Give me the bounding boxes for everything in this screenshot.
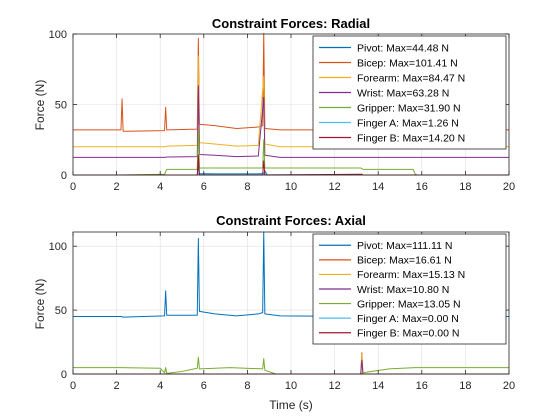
y-tick-label: 50 [55,100,67,112]
x-tick-label: 18 [459,380,471,392]
x-tick-label: 0 [70,181,76,193]
axial-y-axis-label: Force (N) [33,279,47,330]
x-tick-label: 20 [503,181,515,193]
radial-axes: Constraint Forces: Radial 0 2 4 6 8 10 12 14 16 1… [33,16,515,193]
x-tick-label: 2 [114,181,120,193]
series-line-gripper [73,356,509,375]
legend-entry: Pivot: Max=111.11 N [357,240,452,252]
legend-entry: Gripper: Max=31.90 N [357,102,461,114]
radial-ticks: 0 2 4 6 8 10 12 14 16 18 20 0 50 100 [49,29,515,193]
x-tick-label: 20 [503,380,515,392]
x-tick-label: 12 [328,380,340,392]
legend-entry: Bicep: Max=101.41 N [357,57,458,69]
legend-entry: Gripper: Max=13.05 N [357,298,461,310]
axial-x-axis-label: Time (s) [269,398,313,412]
x-tick-label: 18 [459,181,471,193]
y-tick-label: 100 [49,241,67,253]
legend-entry: Finger A: Max=0.00 N [357,313,459,325]
axial-chart-title: Constraint Forces: Axial [216,213,366,228]
x-tick-label: 4 [157,380,163,392]
x-tick-label: 6 [201,380,207,392]
y-tick-label: 100 [49,29,67,41]
axial-axes: Constraint Forces: Axial 0 2 4 6 8 10 12 14 16 18… [33,213,515,412]
series-line-wrist [73,85,509,158]
legend-entry: Bicep: Max=16.61 N [357,255,452,267]
x-tick-label: 16 [416,380,428,392]
legend-entry: Finger A: Max=1.26 N [357,117,459,129]
x-tick-label: 8 [244,380,250,392]
x-tick-label: 16 [416,181,428,193]
legend-entry: Finger B: Max=0.00 N [357,328,459,340]
radial-legend: Pivot: Max=44.48 N Bicep: Max=101.41 N For… [312,35,507,150]
x-tick-label: 10 [285,181,297,193]
x-tick-label: 2 [114,380,120,392]
x-tick-label: 12 [328,181,340,193]
x-tick-label: 8 [244,181,250,193]
legend-entry: Forearm: Max=84.47 N [357,72,465,84]
x-tick-label: 6 [201,181,207,193]
legend-entry: Pivot: Max=44.48 N [357,42,449,54]
y-tick-label: 0 [61,369,67,381]
x-tick-label: 0 [70,380,76,392]
radial-chart-title: Constraint Forces: Radial [212,16,370,31]
y-tick-label: 50 [55,305,67,317]
legend-entry: Forearm: Max=15.13 N [357,269,465,281]
legend-entry: Wrist: Max=63.28 N [357,87,449,99]
x-tick-label: 4 [157,181,163,193]
series-line-gripper [73,129,509,176]
radial-y-axis-label: Force (N) [33,80,47,131]
legend-entry: Finger B: Max=14.20 N [357,132,465,144]
legend-entry: Wrist: Max=10.80 N [357,284,449,296]
x-tick-label: 14 [372,380,384,392]
y-tick-label: 0 [61,170,67,182]
axial-legend: Pivot: Max=111.11 N Bicep: Max=16.61 N For… [312,233,507,345]
x-tick-label: 10 [285,380,297,392]
x-tick-label: 14 [372,181,384,193]
